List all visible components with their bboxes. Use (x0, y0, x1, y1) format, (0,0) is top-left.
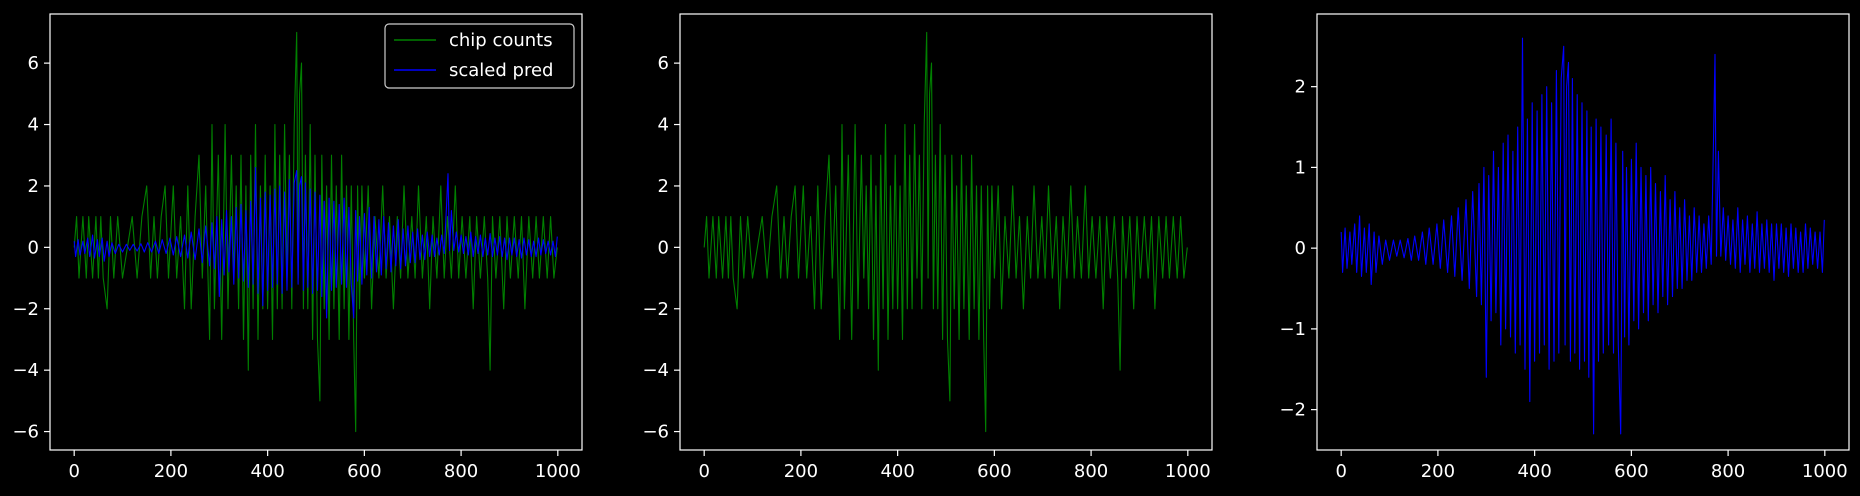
x-tick-label: 0 (68, 461, 79, 482)
y-tick-label: −2 (12, 299, 39, 320)
x-tick-label: 600 (1614, 461, 1648, 482)
x-tick-label: 400 (880, 461, 914, 482)
y-tick-label: −4 (642, 360, 669, 381)
legend-label-chip-counts: chip counts (449, 30, 553, 51)
y-tick-label: 6 (658, 53, 669, 74)
y-tick-label: −1 (1279, 319, 1306, 340)
y-tick-label: −6 (12, 422, 39, 443)
legend: chip counts scaled pred (385, 24, 574, 88)
x-tick-label: 800 (1074, 461, 1108, 482)
x-tick-label: 800 (444, 461, 478, 482)
x-tick-label: 800 (1711, 461, 1745, 482)
y-tick-label: −6 (642, 422, 669, 443)
x-tick-label: 400 (250, 461, 284, 482)
x-tick-label: 200 (1421, 461, 1455, 482)
x-tick-label: 200 (154, 461, 188, 482)
x-tick-label: 1000 (1802, 461, 1848, 482)
y-tick-label: 0 (28, 237, 39, 258)
y-tick-label: 1 (1295, 157, 1306, 178)
x-tick-label: 0 (1335, 461, 1346, 482)
x-tick-label: 200 (784, 461, 818, 482)
y-tick-label: 6 (28, 53, 39, 74)
y-tick-label: −2 (642, 299, 669, 320)
y-tick-label: 0 (658, 237, 669, 258)
legend-label-scaled-pred: scaled pred (449, 60, 553, 81)
y-tick-label: 2 (1295, 77, 1306, 98)
y-tick-label: −4 (12, 360, 39, 381)
y-tick-label: 4 (658, 115, 669, 136)
x-tick-label: 600 (347, 461, 381, 482)
x-tick-label: 0 (698, 461, 709, 482)
x-tick-label: 400 (1517, 461, 1551, 482)
y-tick-label: −2 (1279, 400, 1306, 421)
y-tick-label: 2 (658, 176, 669, 197)
x-tick-label: 1000 (535, 461, 581, 482)
y-tick-label: 0 (1295, 238, 1306, 259)
x-tick-label: 600 (977, 461, 1011, 482)
x-tick-label: 1000 (1165, 461, 1211, 482)
y-tick-label: 4 (28, 115, 39, 136)
y-tick-label: 2 (28, 176, 39, 197)
